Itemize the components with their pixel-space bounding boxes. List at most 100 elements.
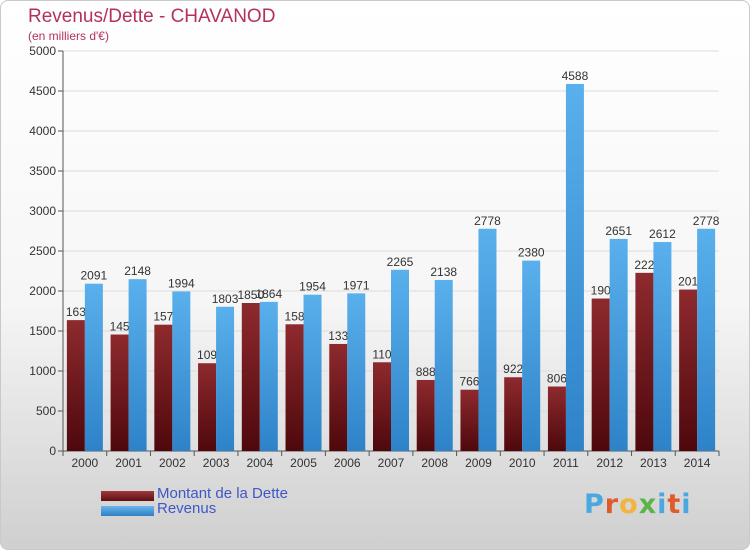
x-tick-label: 2009: [465, 456, 492, 470]
bar-dette-2001: [110, 334, 129, 451]
x-tick-label: 2007: [378, 456, 405, 470]
bar-revenus-2003: [216, 306, 235, 451]
data-label-dette: 806: [547, 372, 567, 386]
legend-swatch-revenue: [101, 506, 154, 516]
bar-dette-2002: [154, 324, 173, 451]
data-label-revenus: 2778: [693, 214, 720, 228]
proxiti-logo: Proxiti: [584, 489, 692, 520]
bar-revenus-2004: [259, 301, 278, 451]
x-tick-label: 2013: [640, 456, 667, 470]
bar-revenus-2008: [434, 279, 453, 451]
data-label-dette: 922: [503, 362, 523, 376]
bar-revenus-2000: [84, 283, 103, 451]
data-label-revenus: 2651: [605, 224, 632, 238]
data-label-dette: 109: [197, 348, 217, 362]
data-label-revenus: 1994: [168, 276, 195, 290]
logo-letter: i: [657, 489, 668, 520]
data-label-revenus: 2148: [124, 264, 151, 278]
bar-revenus-2001: [128, 279, 147, 451]
x-tick-label: 2001: [115, 456, 142, 470]
logo-letter: P: [584, 489, 605, 520]
bar-dette-2000: [66, 320, 85, 451]
data-label-dette: 190: [591, 284, 611, 298]
bar-dette-2014: [679, 289, 698, 451]
y-tick-label: 0: [49, 444, 56, 458]
bar-revenus-2002: [172, 291, 191, 451]
bar-dette-2003: [198, 363, 217, 451]
bar-dette-2012: [591, 298, 610, 451]
bar-dette-2005: [285, 324, 304, 451]
bar-dette-2006: [329, 343, 348, 451]
data-label-dette: 145: [110, 320, 130, 334]
logo-letter: t: [667, 489, 682, 520]
x-tick-label: 2012: [596, 456, 623, 470]
bar-revenus-2012: [609, 238, 628, 451]
bar-dette-2013: [635, 272, 654, 451]
data-label-dette: 158: [285, 309, 305, 323]
data-label-dette: 110: [372, 347, 391, 361]
data-label-revenus: 2265: [387, 255, 414, 269]
data-label-revenus: 1971: [343, 278, 370, 292]
logo-letter: x: [638, 489, 658, 520]
x-tick-label: 2006: [334, 456, 361, 470]
data-label-revenus: 4588: [562, 69, 589, 83]
data-label-revenus: 1803: [212, 292, 239, 306]
bar-dette-2010: [504, 377, 523, 451]
data-label-revenus: 2091: [81, 269, 108, 283]
legend-label-debt: Montant de la Dette: [157, 485, 288, 502]
x-tick-label: 2011: [553, 456, 579, 470]
bar-dette-2007: [373, 362, 391, 451]
data-label-dette: 201: [678, 275, 698, 289]
chart-subtitle: (en milliers d'€): [28, 29, 109, 43]
bar-revenus-2009: [478, 228, 497, 451]
data-label-dette: 222: [634, 258, 654, 272]
x-tick-label: 2002: [159, 456, 186, 470]
y-tick-label: 2500: [29, 244, 56, 258]
data-label-revenus: 2138: [430, 265, 457, 279]
logo-letter: o: [619, 489, 639, 520]
data-label-revenus: 1954: [299, 280, 326, 294]
y-tick-label: 4500: [29, 84, 56, 98]
data-label-revenus: 2778: [474, 214, 501, 228]
x-tick-label: 2014: [684, 456, 711, 470]
legend-label-revenue: Revenus: [157, 500, 217, 517]
y-tick-label: 5000: [29, 44, 56, 58]
data-label-revenus: 1864: [255, 287, 282, 301]
x-tick-label: 2004: [246, 456, 273, 470]
x-tick-label: 2000: [72, 456, 99, 470]
bar-dette-2008: [416, 379, 435, 451]
data-label-revenus: 2380: [518, 246, 545, 260]
data-label-dette: 163: [66, 305, 86, 319]
bar-revenus-2005: [303, 294, 322, 451]
y-tick-label: 2000: [29, 284, 56, 298]
y-tick-label: 500: [36, 404, 56, 418]
bar-revenus-2006: [347, 293, 366, 451]
bar-dette-2009: [460, 389, 479, 451]
x-tick-label: 2008: [421, 456, 448, 470]
bar-dette-2004: [241, 303, 260, 451]
data-label-dette: 133: [328, 329, 348, 343]
y-tick-label: 3500: [29, 164, 56, 178]
bar-revenus-2010: [522, 260, 541, 451]
y-tick-label: 1500: [29, 324, 56, 338]
bar-revenus-2011: [565, 83, 584, 452]
legend-swatch-debt: [101, 491, 154, 501]
bar-dette-2011: [547, 386, 566, 451]
data-label-dette: 157: [153, 310, 173, 324]
x-tick-label: 2003: [203, 456, 230, 470]
logo-letter: r: [604, 489, 620, 520]
data-label-revenus: 2612: [649, 227, 676, 241]
bar-revenus-2007: [391, 269, 409, 451]
data-label-dette: 1850: [237, 288, 264, 302]
chart-title: Revenus/Dette - CHAVANOD: [28, 6, 276, 27]
data-label-dette: 888: [416, 365, 436, 379]
bar-revenus-2013: [653, 242, 672, 451]
logo-letter: i: [681, 489, 692, 520]
x-tick-label: 2005: [290, 456, 317, 470]
bar-revenus-2014: [697, 228, 716, 451]
y-tick-label: 3000: [29, 204, 56, 218]
data-label-dette: 766: [459, 375, 479, 389]
y-tick-label: 4000: [29, 124, 56, 138]
